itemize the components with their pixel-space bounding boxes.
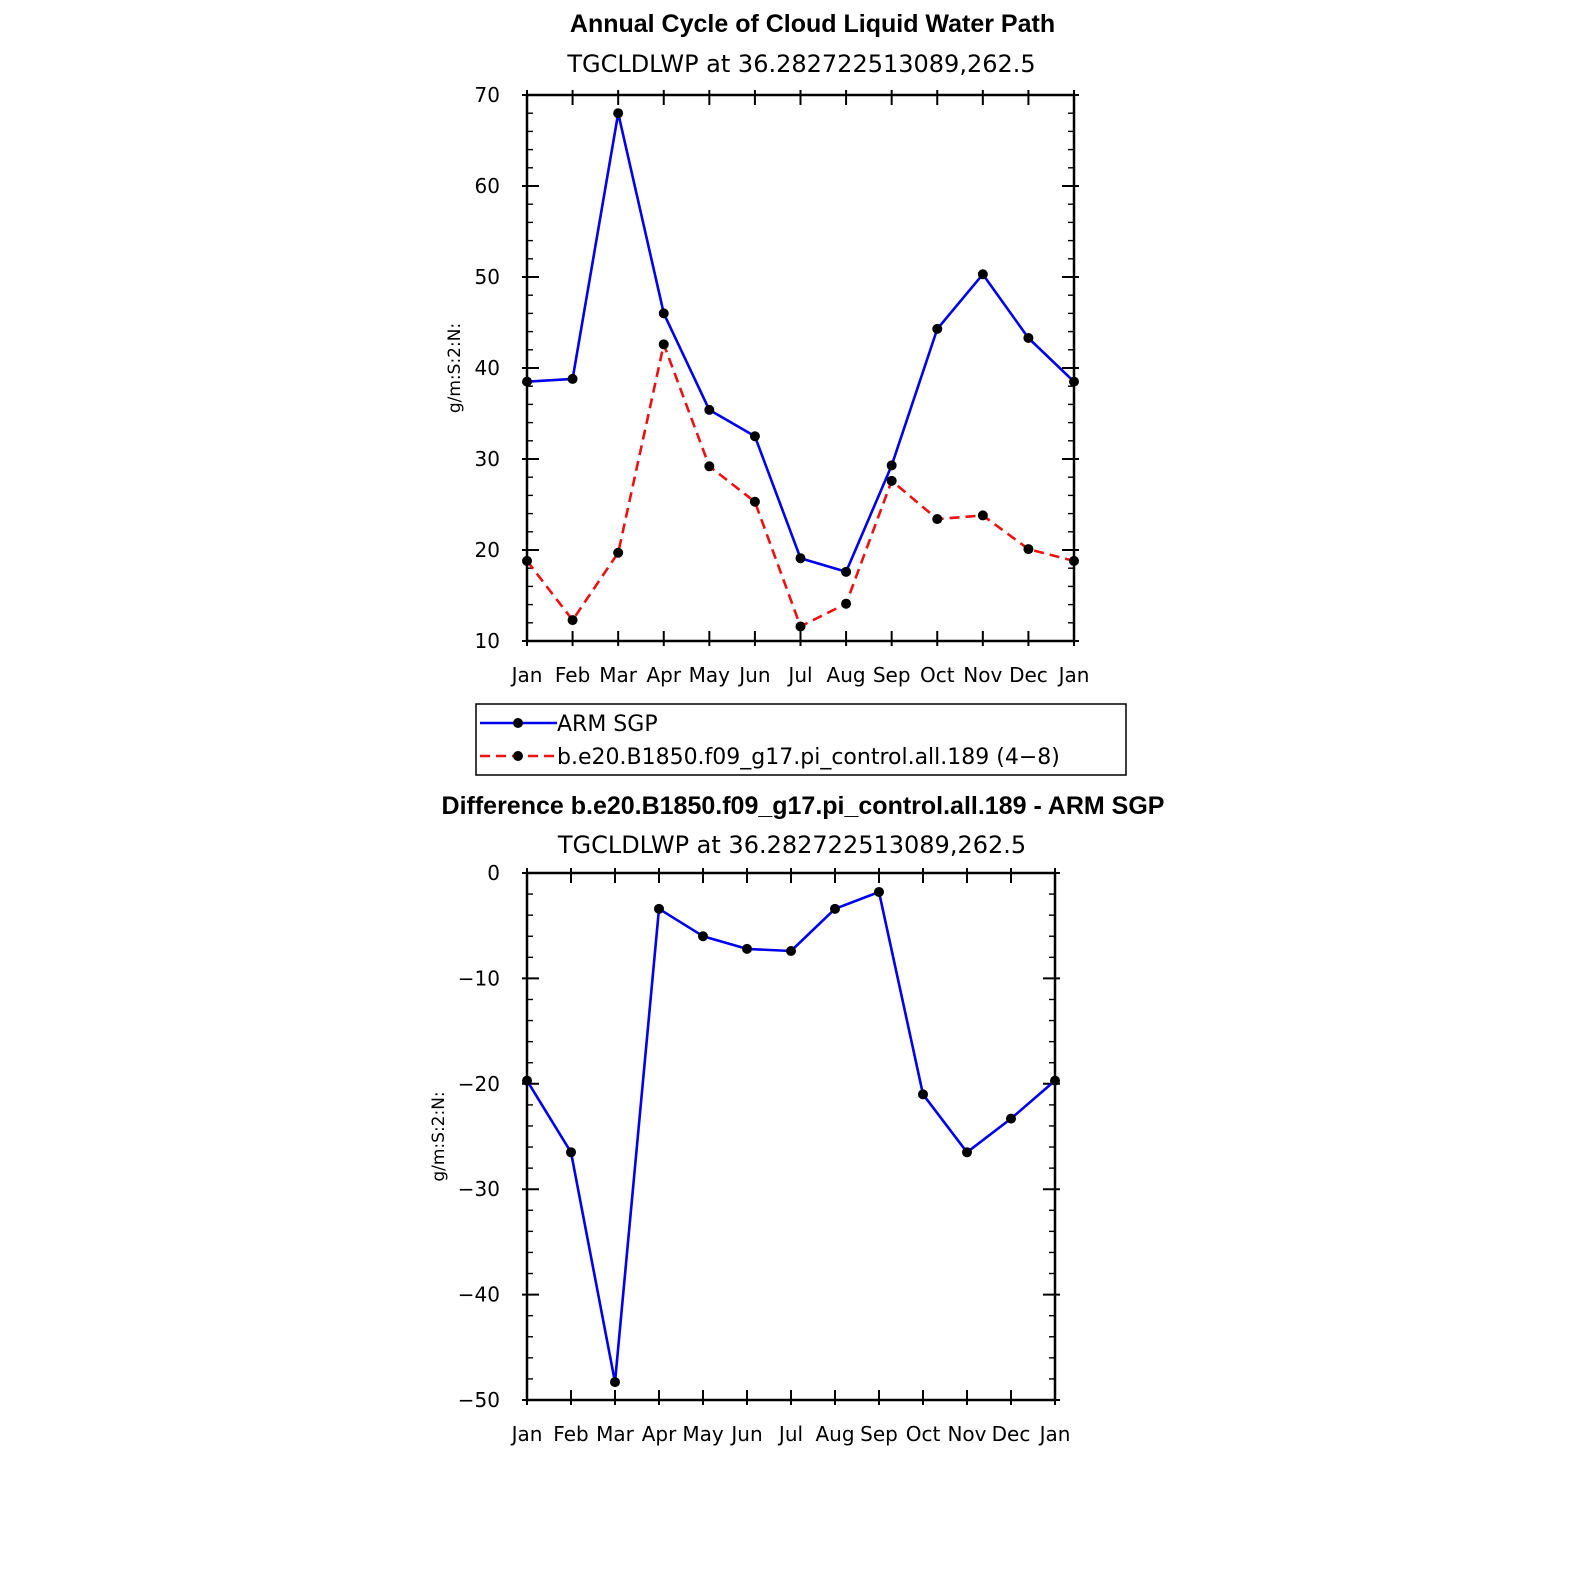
data-point [567,615,578,626]
x-tick-label: Nov [963,663,1002,687]
data-point [1069,376,1079,387]
data-point [932,514,943,525]
y-tick-label: 20 [475,538,500,562]
data-point [830,903,840,914]
data-point [1069,555,1079,566]
data-point [698,931,708,942]
x-tick-label: Oct [906,1422,941,1446]
y-tick-label: −40 [458,1283,500,1307]
legend: ARM SGP b.e20.B1850.f09_g17.pi_control.al… [475,703,1127,776]
y-axis-label: g/m:S:2:N: [445,323,465,413]
legend-marker-1 [513,718,523,728]
x-tick-label: Aug [815,1422,854,1446]
x-tick-label: Jan [1038,1422,1071,1446]
y-tick-label: 40 [475,356,500,380]
data-point [654,903,664,914]
data-point [566,1147,576,1158]
y-axis-label: g/m:S:2:N: [429,1091,449,1181]
data-point [610,1377,620,1388]
y-tick-label: 0 [487,861,500,885]
series-line-1 [526,111,1075,574]
data-point [749,431,760,442]
x-tick-label: Jul [786,663,812,687]
chart-panel-2: Difference b.e20.B1850.f09_g17.pi_contro… [429,792,1164,1446]
y-tick-label: −30 [458,1177,500,1201]
y-tick-label: 10 [475,629,500,653]
x-tick-label: Sep [860,1422,898,1446]
legend-label-2: b.e20.B1850.f09_g17.pi_control.all.189 (… [557,745,1060,770]
y-tick-label: 50 [475,265,500,289]
x-tick-label: Mar [596,1422,635,1446]
x-tick-label: Jul [777,1422,803,1446]
data-point [795,621,806,632]
data-point [795,553,806,564]
chart-title: Annual Cycle of Cloud Liquid Water Path [570,10,1055,38]
data-point [522,555,532,566]
x-tick-label: Dec [992,1422,1031,1446]
data-point [658,308,669,319]
x-tick-label: Apr [642,1422,677,1446]
legend-box [475,703,1127,776]
data-point [962,1147,972,1158]
y-tick-label: −10 [458,966,500,990]
data-point [567,373,578,384]
chart-panel-1: Annual Cycle of Cloud Liquid Water Path T… [445,10,1127,776]
x-tick-label: Mar [599,663,638,687]
x-tick-label: Sep [873,663,911,687]
data-point [742,943,752,954]
x-tick-label: Jan [1057,663,1090,687]
data-point [886,460,897,471]
data-point [977,510,988,521]
data-point [1050,1075,1060,1086]
series-line-1 [525,890,1056,1384]
data-point [1006,1113,1016,1124]
x-tick-label: May [682,1422,724,1446]
data-point [977,269,988,280]
x-tick-label: Jan [510,663,543,687]
data-point [522,376,532,387]
data-point [918,1089,928,1100]
series-line-2 [525,342,1075,628]
y-tick-label: −50 [458,1388,500,1412]
x-tick-label: Jun [737,663,770,687]
data-point [613,108,624,119]
data-point [841,566,852,577]
y-tick-label: −20 [458,1072,500,1096]
data-point [1023,332,1034,343]
x-tick-label: Dec [1009,663,1048,687]
data-point [1023,544,1034,555]
data-point [886,475,897,486]
chart-subtitle: TGCLDLWP at 36.282722513089,262.5 [566,50,1035,78]
x-tick-label: Nov [947,1422,986,1446]
data-point [613,547,624,558]
y-tick-label: 70 [475,83,500,107]
legend-marker-2 [513,751,523,761]
data-point [874,886,884,897]
x-tick-label: Aug [827,663,866,687]
x-tick-label: Apr [646,663,681,687]
data-point [749,496,760,507]
chart-subtitle: TGCLDLWP at 36.282722513089,262.5 [557,831,1026,859]
y-tick-label: 60 [475,174,500,198]
data-point [841,598,852,609]
x-tick-label: May [689,663,731,687]
chart-title: Difference b.e20.B1850.f09_g17.pi_contro… [442,792,1165,820]
x-tick-label: Feb [553,1422,588,1446]
data-point [658,339,669,350]
data-point [704,461,715,472]
legend-label-1: ARM SGP [557,712,658,737]
y-tick-label: 30 [475,447,500,471]
x-tick-label: Feb [555,663,590,687]
data-point [786,945,796,956]
x-tick-label: Jan [510,1422,543,1446]
x-tick-label: Oct [920,663,955,687]
data-point [522,1075,532,1086]
data-point [932,323,943,334]
data-point [704,404,715,415]
x-tick-label: Jun [729,1422,762,1446]
